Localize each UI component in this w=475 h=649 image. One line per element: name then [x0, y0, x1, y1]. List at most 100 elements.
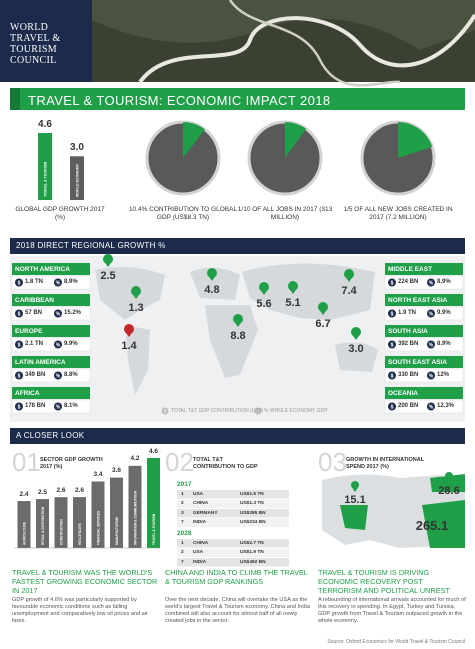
region-row [11, 399, 91, 414]
table-cell: INDIA [193, 520, 207, 526]
category-label: RETAIL & DISTRIBUTION [41, 506, 45, 545]
pie-slice [183, 122, 205, 158]
icon-label: % [429, 404, 434, 410]
icon [427, 309, 435, 318]
region-name: LATIN AMERICA [15, 358, 66, 366]
growth-marker-head [318, 302, 328, 312]
icon-label: $ [18, 404, 21, 410]
continent [190, 267, 240, 300]
section-title: A CLOSER LOOK [16, 431, 85, 440]
region-header [12, 294, 90, 306]
icon [427, 278, 435, 287]
icon-label: $ [18, 280, 21, 286]
icon-label: % [56, 373, 61, 379]
growth-label: 1.3 [128, 302, 144, 314]
growth-label: 1.4 [121, 340, 137, 352]
legend-label: TOTAL T&T GDP CONTRIBUTION (US$) [171, 408, 264, 414]
continent [242, 263, 375, 320]
icon-label: % [56, 342, 61, 348]
value-label: 2.6 [74, 486, 85, 494]
growth-marker-head [233, 314, 243, 324]
region-share: 12.3% [437, 403, 455, 409]
column-heading: TRAVEL & TOURISM WAS THE WORLD'S FASTEST… [12, 568, 158, 596]
logo-line: WORLD [10, 22, 49, 33]
column-number: 03 [318, 447, 347, 477]
bar [73, 497, 86, 548]
spend-label: 265.1 [415, 518, 449, 533]
region-name: SOUTH ASIA [388, 327, 428, 335]
icon-label: $ [391, 342, 394, 348]
region-gdp: 57 BN [25, 310, 43, 316]
icon-label: % [429, 311, 434, 317]
icon [15, 309, 23, 318]
table-row [177, 509, 289, 518]
table-row [177, 539, 289, 548]
icon [388, 371, 396, 380]
bar [54, 497, 68, 548]
table-row [177, 558, 289, 567]
region-row [11, 306, 91, 321]
growth-marker-head [207, 268, 217, 278]
region-share: 8.1% [64, 403, 78, 409]
chart-title: GROWTH IN INTERNATIONAL SPEND 2017 (%) [346, 457, 425, 470]
page-title: TRAVEL & TOURISM: ECONOMIC IMPACT 2018 [28, 93, 331, 108]
bar [147, 458, 160, 548]
chart-caption: GLOBAL GDP GROWTH 2017 (%) [15, 206, 105, 222]
region-gdp: 1.9 TN [398, 310, 417, 316]
growth-marker-head [103, 254, 113, 264]
bar [38, 133, 52, 200]
growth-marker-head [124, 324, 134, 334]
icon [427, 402, 435, 411]
region-name: AFRICA [15, 389, 40, 397]
legend-icon-label: $ [164, 409, 167, 414]
icon [54, 278, 62, 287]
chart-title: SECTOR GDP GROWTH 2017 (%) [40, 457, 103, 470]
bar [36, 499, 49, 548]
table-cell: US$2.7 TN [240, 540, 264, 546]
table-year: 2017 [177, 481, 192, 488]
table-row [177, 499, 289, 508]
value-label: 4.2 [130, 455, 140, 463]
category-label: TRAVEL & TOURISM [152, 513, 156, 545]
region-share: 15.2% [64, 310, 82, 316]
spend-label: 28.6 [438, 485, 460, 497]
column-body: A rebounding of international arrivals a… [318, 597, 466, 624]
region-row [384, 275, 464, 290]
icon-label: $ [391, 280, 394, 286]
region-share: 12% [437, 372, 450, 378]
icon [388, 402, 396, 411]
growth-label: 5.1 [285, 297, 301, 309]
value-label: 4.6 [148, 447, 159, 455]
bar [17, 501, 31, 548]
growth-label: 6.7 [315, 318, 331, 330]
region-gdp: 330 BN [398, 372, 419, 378]
bar [128, 465, 142, 548]
photo-road [138, 13, 475, 84]
icon [15, 371, 23, 380]
table-row [177, 548, 289, 557]
icon-label: $ [391, 404, 394, 410]
icon [54, 309, 62, 318]
section-band [10, 428, 465, 444]
region-row [384, 337, 464, 352]
region-row [11, 368, 91, 383]
icon-label: $ [18, 342, 21, 348]
region-gdp: 200 BN [398, 403, 419, 409]
category-label: HEALTHCARE [78, 523, 82, 545]
table-year: 2028 [177, 530, 192, 537]
category-label: CONSTRUCTION [60, 519, 64, 545]
pie-slice [398, 122, 433, 158]
region-name: MIDDLE EAST [388, 265, 433, 273]
region-name: NORTH AMERICA [15, 265, 71, 273]
region-header [12, 263, 90, 275]
continent [95, 266, 165, 320]
region-row [384, 399, 464, 414]
region-share: 9.9% [64, 341, 78, 347]
icon [15, 278, 23, 287]
value-label: 2.5 [37, 488, 48, 496]
region-row [11, 337, 91, 352]
title-accent [10, 88, 20, 110]
table-cell: INDIA [193, 559, 207, 565]
icon-label: $ [391, 311, 394, 317]
